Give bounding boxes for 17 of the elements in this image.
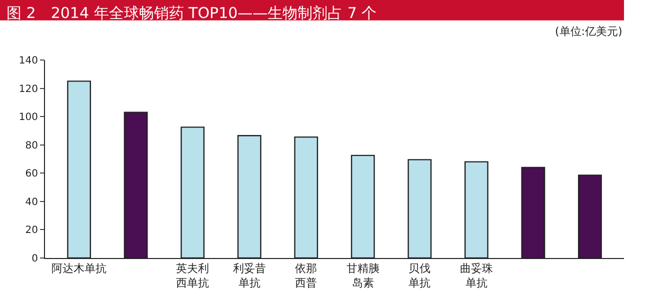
x-tick-label: 甘精胰岛素	[346, 262, 380, 290]
x-tick-label: 利妥昔单抗	[232, 262, 266, 290]
y-tick-label: 140	[18, 56, 38, 66]
y-tick-label: 20	[25, 225, 38, 236]
x-tick-label: 依那西普	[295, 262, 318, 290]
y-tick-label: 60	[25, 168, 38, 180]
x-tick-label: 英夫利西单抗	[176, 262, 210, 290]
y-tick-label: 40	[25, 196, 38, 208]
x-tick-label: 贝伐单抗	[408, 262, 431, 290]
y-tick-label: 0	[32, 254, 38, 264]
chart-title: 图 2 2014 年全球畅销药 TOP10——生物制剂占 7 个	[6, 4, 377, 22]
y-tick-label: 100	[18, 112, 38, 124]
x-tick-label: 曲妥珠单抗	[460, 262, 493, 290]
text: (单位:亿美元)	[555, 25, 622, 38]
y-tick-label: 120	[18, 84, 38, 95]
x-tick-label: 阿达木单抗	[52, 262, 107, 276]
y-tick-label: 80	[25, 140, 38, 152]
